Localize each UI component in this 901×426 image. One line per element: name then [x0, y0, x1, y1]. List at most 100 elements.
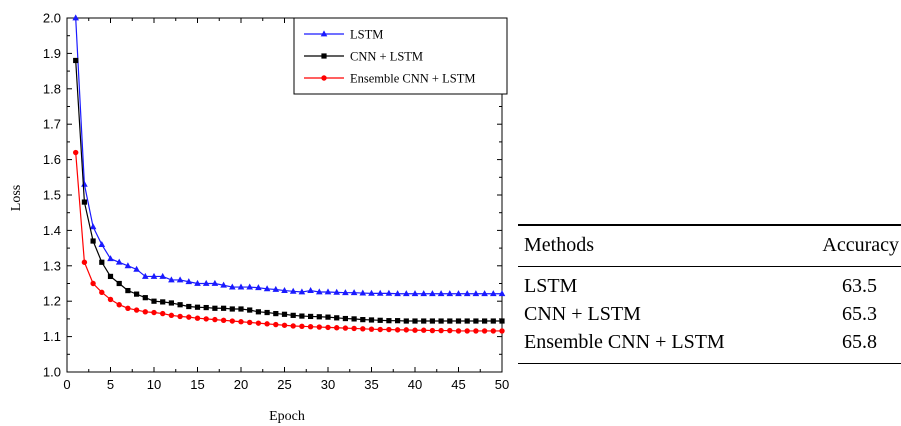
data-point-lstm	[490, 290, 497, 297]
data-point-ensemble-cnn-lstm	[203, 316, 209, 322]
data-point-cnn-lstm	[255, 309, 261, 315]
data-point-lstm	[263, 285, 271, 292]
header-accuracy: Accuracy	[822, 234, 899, 256]
x-tick-label: 45	[451, 377, 465, 392]
data-point-cnn-lstm	[247, 307, 253, 313]
y-tick-label: 1.7	[43, 117, 61, 132]
data-point-ensemble-cnn-lstm	[342, 325, 349, 331]
plot-area: 0 5 10 15 20 25 30 35 40 45 50 1.0 1.1 1.2 1.3 1.4 1.5 1.…	[43, 11, 509, 393]
data-point-lstm	[272, 285, 280, 292]
data-point-ensemble-cnn-lstm	[429, 327, 436, 334]
data-point-cnn-lstm	[168, 300, 174, 306]
data-point-lstm	[437, 290, 445, 297]
data-point-ensemble-cnn-lstm	[325, 324, 331, 331]
y-tick-label: 1.9	[43, 46, 61, 61]
data-point-ensemble-cnn-lstm	[368, 326, 375, 332]
data-point-cnn-lstm	[421, 318, 427, 324]
legend-label-lstm: LSTM	[350, 28, 383, 42]
data-point-ensemble-cnn-lstm	[447, 327, 453, 334]
y-tick-label: 1.6	[43, 152, 61, 167]
data-point-ensemble-cnn-lstm	[220, 317, 227, 324]
data-point-lstm	[115, 258, 123, 265]
data-point-cnn-lstm	[455, 318, 462, 324]
data-point-ensemble-cnn-lstm	[481, 328, 488, 334]
data-point-ensemble-cnn-lstm	[307, 323, 314, 330]
series-line-ensemble-cnn-lstm	[75, 152, 502, 332]
y-tick-label: 1.1	[43, 329, 61, 344]
data-point-cnn-lstm	[281, 311, 288, 317]
data-point-cnn-lstm	[90, 238, 96, 244]
data-point-cnn-lstm	[438, 318, 444, 324]
data-point-cnn-lstm	[125, 287, 131, 294]
legend-marker-cnn-lstm	[321, 53, 327, 59]
data-point-cnn-lstm	[386, 318, 392, 324]
data-point-cnn-lstm	[368, 317, 375, 323]
data-point-cnn-lstm	[186, 303, 192, 310]
data-point-ensemble-cnn-lstm	[360, 326, 366, 332]
data-point-cnn-lstm	[377, 317, 383, 323]
table-mid-rule	[518, 265, 901, 267]
data-point-cnn-lstm	[73, 57, 79, 64]
x-tick-label: 15	[190, 377, 204, 392]
data-point-cnn-lstm	[325, 314, 331, 320]
data-point-ensemble-cnn-lstm	[81, 259, 88, 265]
data-point-lstm	[472, 290, 480, 297]
y-tick-label: 1.0	[43, 365, 61, 380]
data-point-ensemble-cnn-lstm	[281, 322, 288, 328]
method-cell: LSTM	[524, 275, 578, 297]
data-point-ensemble-cnn-lstm	[151, 309, 157, 316]
data-point-ensemble-cnn-lstm	[194, 315, 201, 321]
data-point-cnn-lstm	[221, 305, 227, 311]
data-point-ensemble-cnn-lstm	[290, 323, 296, 329]
data-point-lstm	[150, 272, 158, 279]
table-header-row: Methods Accuracy	[518, 226, 901, 266]
data-point-cnn-lstm	[499, 318, 505, 324]
data-point-ensemble-cnn-lstm	[499, 328, 505, 334]
table-top-rule	[518, 224, 901, 226]
data-point-cnn-lstm	[308, 313, 314, 320]
table-row: CNN + LSTM 65.3	[518, 301, 901, 329]
table-row: Ensemble CNN + LSTM 65.8	[518, 329, 901, 357]
data-point-lstm	[229, 283, 236, 290]
data-point-cnn-lstm	[238, 306, 244, 312]
data-point-cnn-lstm	[342, 315, 348, 322]
y-tick-label: 1.3	[43, 258, 61, 273]
data-point-cnn-lstm	[116, 280, 122, 287]
data-point-ensemble-cnn-lstm	[299, 323, 305, 330]
data-point-ensemble-cnn-lstm	[377, 326, 383, 333]
data-point-lstm	[463, 290, 471, 297]
data-point-lstm	[185, 278, 193, 285]
header-methods: Methods	[524, 234, 594, 256]
data-point-lstm	[324, 288, 332, 295]
data-point-ensemble-cnn-lstm	[177, 313, 183, 320]
data-point-cnn-lstm	[134, 291, 140, 297]
data-point-ensemble-cnn-lstm	[386, 326, 392, 333]
method-cell: CNN + LSTM	[524, 303, 641, 325]
data-point-cnn-lstm	[212, 305, 218, 311]
data-point-lstm	[81, 180, 88, 187]
data-point-cnn-lstm	[316, 314, 322, 320]
data-point-lstm	[89, 223, 97, 230]
data-point-lstm	[159, 272, 166, 279]
y-tick-label: 1.4	[43, 223, 61, 238]
legend-label-ensemble-cnn-lstm: Ensemble CNN + LSTM	[350, 72, 475, 86]
y-axis-label: Loss	[9, 185, 24, 211]
data-point-ensemble-cnn-lstm	[125, 305, 131, 311]
accuracy-cell: 65.3	[842, 303, 877, 325]
data-point-ensemble-cnn-lstm	[247, 319, 253, 326]
y-tick-label: 1.8	[43, 81, 61, 96]
x-tick-label: 50	[495, 377, 509, 392]
data-point-lstm	[246, 283, 253, 290]
data-point-ensemble-cnn-lstm	[212, 316, 218, 323]
data-point-lstm	[420, 290, 427, 297]
data-point-lstm	[237, 283, 245, 290]
data-point-cnn-lstm	[203, 304, 209, 311]
x-tick-label: 25	[277, 377, 291, 392]
data-point-ensemble-cnn-lstm	[273, 321, 279, 328]
data-point-lstm	[368, 289, 375, 296]
data-point-lstm	[124, 262, 132, 269]
method-cell: Ensemble CNN + LSTM	[524, 331, 725, 353]
x-tick-label: 35	[364, 377, 378, 392]
data-point-cnn-lstm	[403, 318, 409, 324]
